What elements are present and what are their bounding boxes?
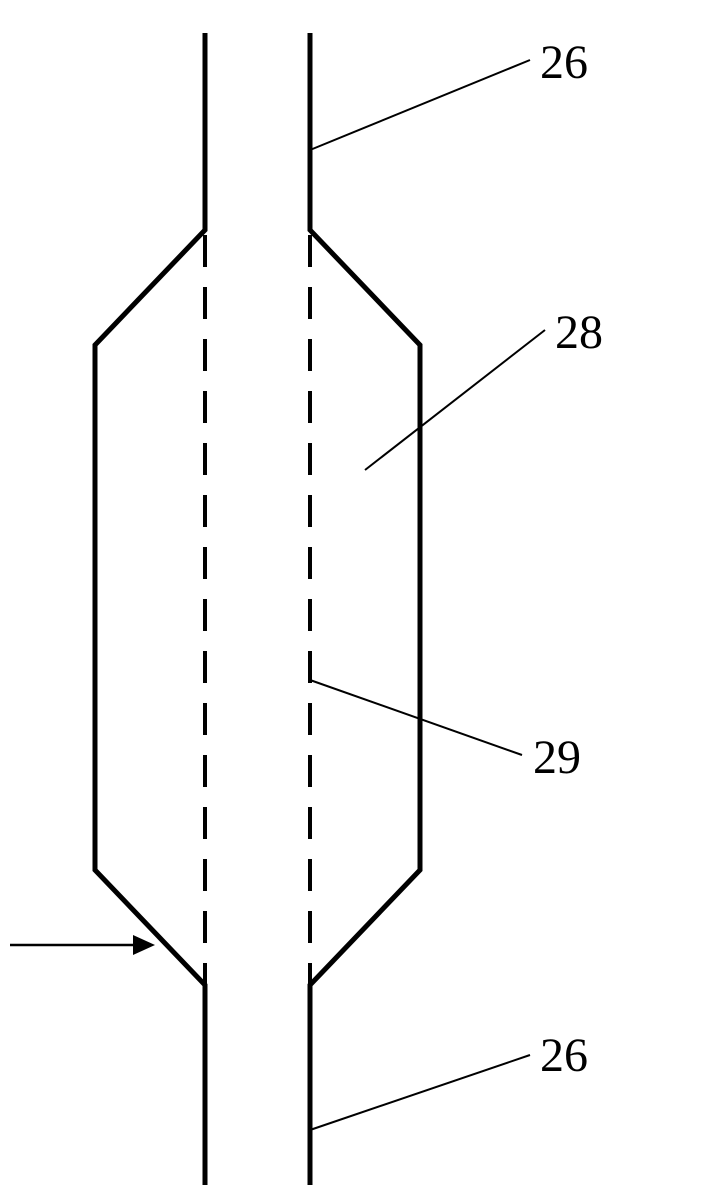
leader-26-top bbox=[310, 60, 530, 150]
callout-label-26-bottom: 26 bbox=[540, 1028, 588, 1083]
callout-label-28: 28 bbox=[555, 305, 603, 360]
leader-26-bottom bbox=[310, 1055, 530, 1130]
leader-29 bbox=[310, 680, 522, 755]
callout-label-26-top: 26 bbox=[540, 35, 588, 90]
leader-28 bbox=[365, 330, 545, 470]
outer-left-outline bbox=[95, 33, 205, 1185]
callout-label-29: 29 bbox=[533, 730, 581, 785]
outer-right-outline bbox=[310, 33, 420, 1185]
diagram-canvas bbox=[0, 0, 704, 1199]
inlet-arrow-head bbox=[133, 935, 155, 955]
